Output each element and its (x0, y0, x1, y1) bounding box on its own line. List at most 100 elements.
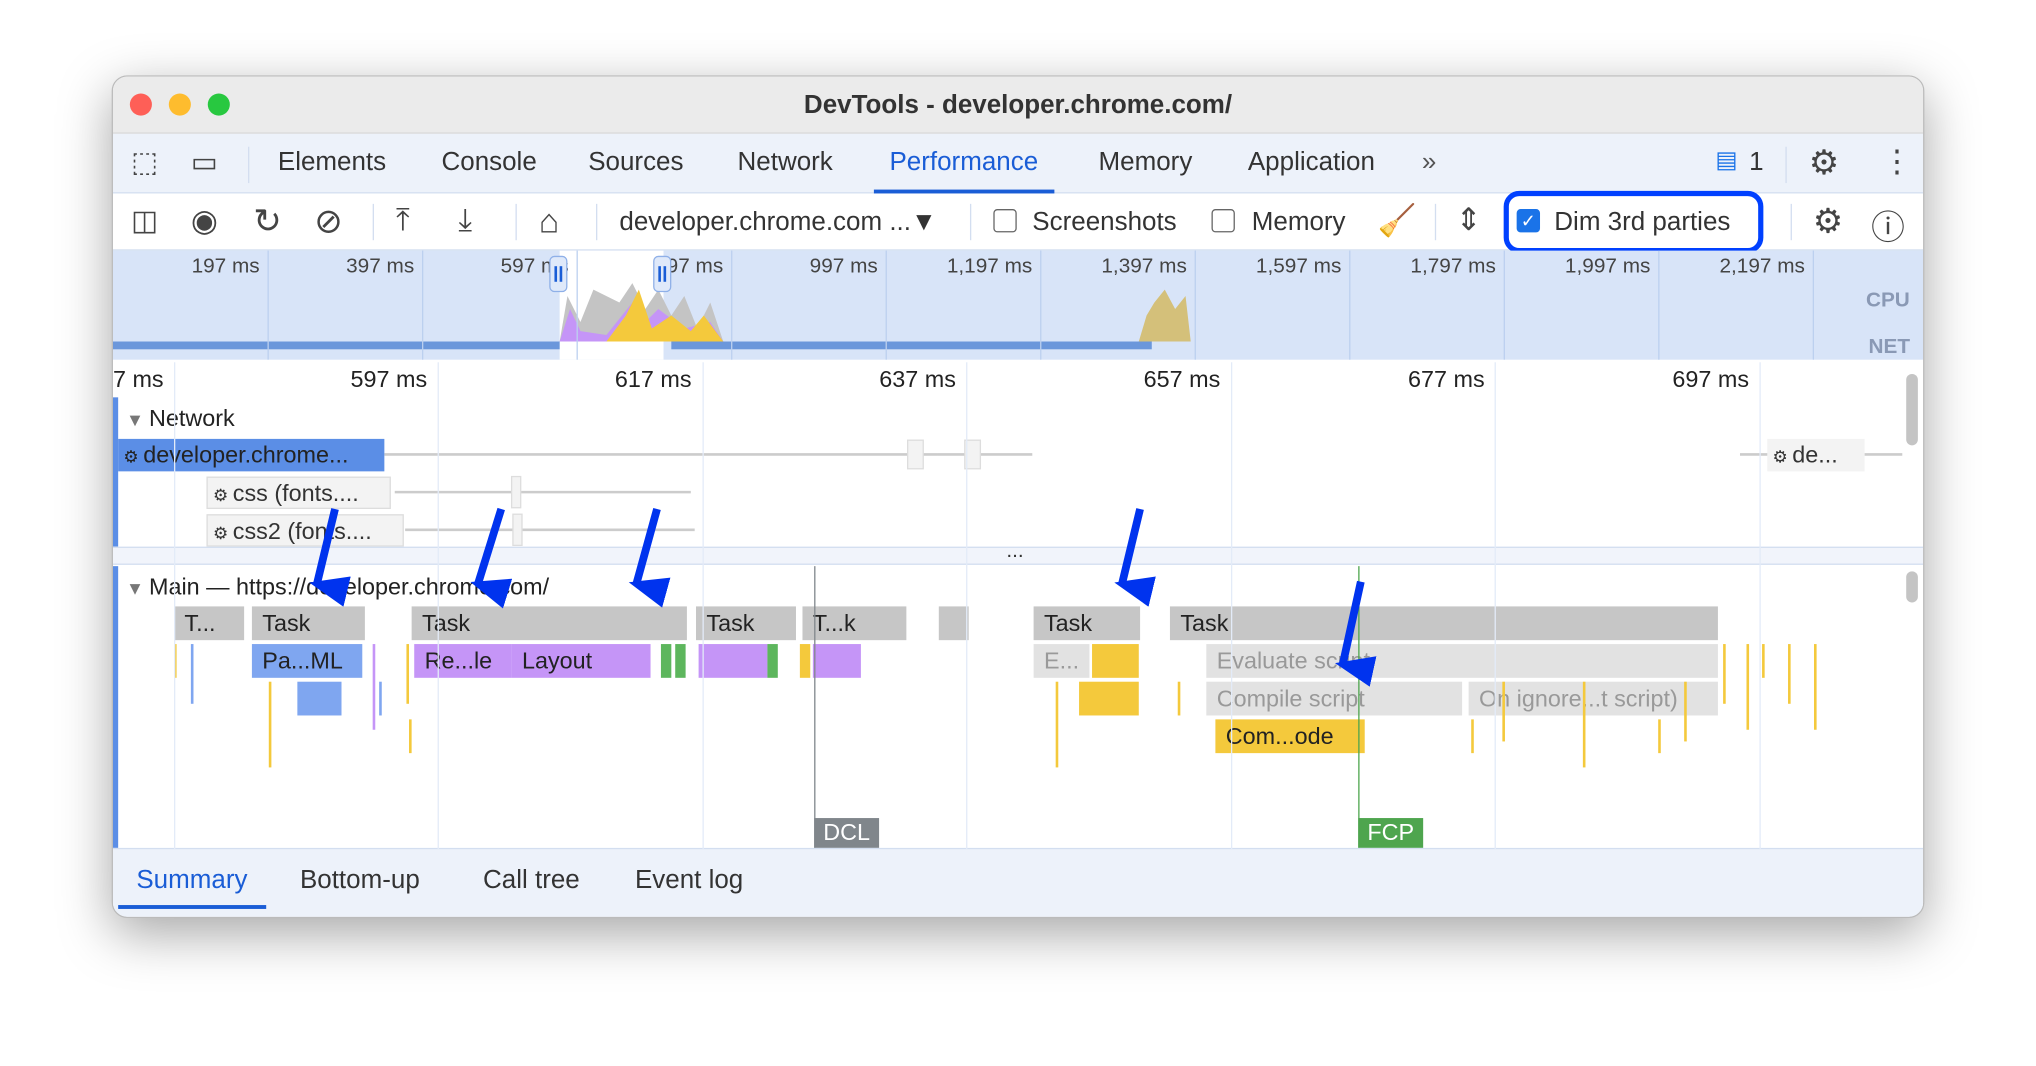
memory-label[interactable]: Memory (1251, 207, 1346, 237)
reload-record-icon[interactable]: ↻ (253, 201, 282, 241)
upload-icon[interactable]: ⤒ (396, 202, 410, 238)
flame-event-sliver[interactable] (1177, 681, 1181, 716)
flame-event[interactable] (675, 644, 686, 678)
compile-code-event[interactable]: Com...ode (1215, 719, 1365, 754)
download-icon[interactable]: ⤓ (458, 202, 473, 238)
flame-event-sliver[interactable] (1762, 644, 1765, 678)
tab-call-tree[interactable]: Call tree (483, 866, 580, 895)
flame-event[interactable] (698, 644, 768, 678)
collect-garbage-broom-icon[interactable]: 🧹 (1377, 203, 1417, 239)
issues-icon[interactable]: ▤ (1715, 146, 1738, 173)
flame-event-sliver[interactable] (372, 644, 376, 730)
network-request-css2[interactable]: ⚙ css2 (fonts.... (206, 514, 404, 547)
issues-count[interactable]: 1 (1749, 148, 1764, 177)
tab-sources[interactable]: Sources (588, 148, 684, 177)
flame-event-sliver[interactable] (1055, 681, 1059, 768)
annotation-arrow (1114, 508, 1156, 607)
flame-event-sliver[interactable] (1658, 719, 1661, 754)
task-event[interactable]: Task (1169, 606, 1718, 641)
flame-event-sliver[interactable] (1788, 644, 1791, 704)
capture-settings-gear-icon[interactable]: ⚙ (1812, 201, 1843, 241)
main-scrollbar[interactable] (1906, 571, 1918, 603)
record-icon[interactable]: ◉ (190, 203, 219, 239)
network-request-developer-chrome[interactable]: ⚙ developer.chrome... (118, 438, 385, 472)
tab-summary[interactable]: Summary (118, 849, 266, 909)
overview-tick-label: 1,197 ms (946, 255, 1033, 278)
tab-application[interactable]: Application (1247, 148, 1375, 177)
screenshots-label[interactable]: Screenshots (1032, 207, 1177, 237)
chevron-double-right-icon[interactable]: » (1421, 148, 1437, 177)
minimize-button[interactable] (168, 93, 191, 116)
flame-event-sliver[interactable] (1582, 681, 1586, 768)
help-icon[interactable]: ⓘ (1871, 207, 1905, 247)
network-request-css[interactable]: ⚙ css (fonts.... (206, 476, 391, 510)
flame-event[interactable] (799, 644, 811, 678)
clear-icon[interactable]: ⊘ (314, 201, 343, 241)
tab-bottom-up[interactable]: Bottom-up (299, 866, 420, 895)
collapse-triangle-icon: ▼ (125, 577, 150, 599)
flame-event[interactable] (812, 644, 861, 678)
selection-right-handle[interactable] (653, 255, 672, 293)
layout-event[interactable]: Layout (511, 644, 651, 678)
tab-console[interactable]: Console (441, 148, 537, 177)
task-event[interactable]: Task (411, 606, 687, 641)
recalculate-style-event[interactable]: Re...le (414, 644, 512, 678)
toggle-sidebar-icon[interactable]: ◫ (131, 203, 159, 237)
flame-event-sliver[interactable] (1746, 644, 1750, 730)
task-event[interactable]: T...k (802, 606, 907, 641)
collapse-tracks-icon[interactable]: ⇕ (1455, 202, 1482, 238)
dcl-marker[interactable]: DCL (814, 818, 880, 848)
flame-event-sliver[interactable] (268, 681, 272, 768)
flame-event-sliver[interactable] (409, 719, 412, 754)
task-event[interactable]: Task (695, 606, 796, 641)
flame-event[interactable] (767, 644, 778, 678)
flame-event-sliver[interactable] (379, 681, 382, 716)
flame-event-sliver[interactable] (1723, 644, 1726, 704)
cpu-scripting-area (606, 289, 724, 342)
task-event[interactable] (938, 606, 969, 641)
home-icon[interactable]: ⌂ (538, 201, 560, 241)
flame-event-sliver[interactable] (1684, 681, 1687, 742)
settings-gear-icon[interactable]: ⚙ (1808, 142, 1840, 182)
flame-event-sliver[interactable] (190, 644, 194, 704)
recording-select[interactable]: developer.chrome.com ...▼ (619, 207, 937, 237)
flame-event[interactable] (660, 644, 672, 678)
flame-event-sliver[interactable] (1471, 719, 1474, 754)
fcp-marker[interactable]: FCP (1358, 818, 1424, 848)
flame-event[interactable] (297, 681, 342, 716)
task-event[interactable]: Task (251, 606, 365, 641)
dim-3rd-parties-label[interactable]: Dim 3rd parties (1554, 207, 1731, 237)
network-request-de[interactable]: ⚙ de... (1767, 438, 1865, 472)
parse-html-event[interactable]: Pa...ML (251, 644, 363, 678)
network-scrollbar[interactable] (1906, 373, 1918, 446)
more-vertical-icon[interactable]: ⋮ (1881, 144, 1913, 180)
close-button[interactable] (129, 93, 152, 116)
task-event[interactable]: Task (1033, 606, 1141, 641)
tab-performance[interactable]: Performance (873, 134, 1054, 194)
flame-event-sliver[interactable] (173, 644, 177, 678)
device-toolbar-icon[interactable]: ▭ (190, 145, 218, 178)
flame-event-sliver[interactable] (1814, 644, 1817, 730)
tab-network[interactable]: Network (737, 148, 833, 177)
memory-checkbox[interactable] (1211, 209, 1235, 233)
tab-memory[interactable]: Memory (1098, 148, 1193, 177)
zoom-button[interactable] (207, 93, 230, 116)
screenshots-checkbox[interactable] (993, 209, 1017, 233)
timeline-overview[interactable]: 197 ms 397 ms 597 ms 97 ms 997 ms 1,197 ms 1,3… (112, 250, 1924, 360)
ignore-list-event[interactable]: On ignore...t script) (1468, 681, 1718, 716)
tab-elements[interactable]: Elements (277, 148, 387, 177)
flame-event-sliver[interactable] (406, 644, 410, 704)
compile-script-event[interactable]: Compile script (1206, 681, 1463, 716)
dim-3rd-parties-checkbox[interactable]: ✓ (1516, 209, 1541, 233)
network-track-title[interactable]: ▼ Network (125, 405, 235, 432)
flame-event[interactable] (1092, 644, 1139, 678)
track-resizer[interactable]: ... (112, 540, 1924, 565)
flame-event-sliver[interactable] (1502, 681, 1505, 742)
task-event[interactable]: T... (173, 606, 245, 641)
selection-left-handle[interactable] (549, 255, 568, 293)
inspect-element-icon[interactable]: ⬚ (131, 145, 159, 178)
tab-event-log[interactable]: Event log (634, 866, 744, 895)
flame-event[interactable] (1079, 681, 1139, 716)
evaluate-script-event[interactable]: E... (1033, 644, 1090, 678)
